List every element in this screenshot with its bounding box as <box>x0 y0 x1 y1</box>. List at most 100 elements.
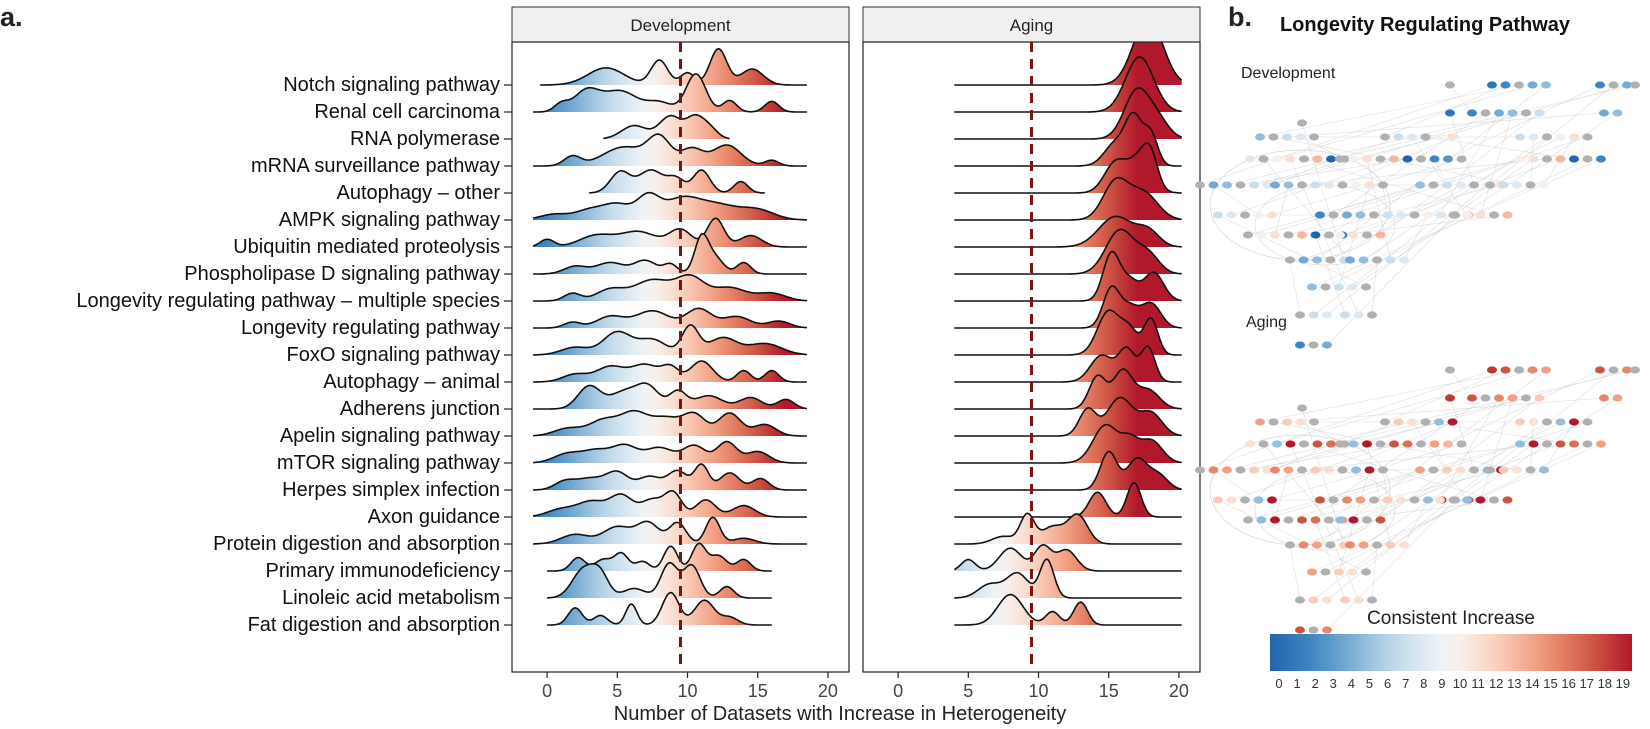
network-node <box>1362 516 1372 524</box>
network-node <box>1528 440 1539 448</box>
network-node <box>1243 231 1253 239</box>
ridge-fill <box>533 134 807 166</box>
ridge-outline <box>954 309 1182 356</box>
network-edge <box>1301 443 1548 471</box>
ridge-aging-autophagy-animal <box>954 345 1182 383</box>
network-node <box>1489 496 1499 504</box>
network-node <box>1428 466 1439 474</box>
ridge-development-phospholipase-d-signaling-pathway <box>533 232 807 275</box>
network-node <box>1240 211 1250 219</box>
ridge-outline <box>954 450 1182 491</box>
network-node <box>1348 440 1359 448</box>
network-node <box>1435 211 1445 219</box>
ridge-aging-herpes-simplex-infection <box>954 450 1182 491</box>
network-node <box>1325 541 1336 549</box>
network-node <box>1312 440 1323 448</box>
network-edge <box>1414 136 1561 216</box>
ridge-outline <box>533 463 807 491</box>
network-node <box>1622 81 1632 89</box>
network-node <box>1361 283 1371 291</box>
network-edge <box>1303 234 1368 261</box>
network-edge <box>1366 443 1391 546</box>
network-node <box>1256 231 1267 239</box>
network-edge <box>1240 443 1408 471</box>
network-node <box>1608 81 1619 89</box>
network-node <box>1514 81 1524 89</box>
network-node <box>1320 568 1331 576</box>
network-node <box>1469 466 1479 474</box>
network-node <box>1402 155 1413 163</box>
network-node <box>1525 181 1536 189</box>
network-edge <box>1366 158 1391 261</box>
network-node <box>1362 440 1372 448</box>
network-node <box>1415 181 1425 189</box>
ridge-outline <box>954 285 1182 329</box>
network-edge-bundle <box>1209 434 1391 546</box>
ridge-development-renal-cell-carcinoma <box>533 73 807 113</box>
network-node <box>1608 366 1619 374</box>
network-node <box>1372 541 1382 549</box>
network-edge <box>1247 443 1521 521</box>
legend-tick-label: 3 <box>1330 676 1337 691</box>
network-node <box>1443 155 1453 163</box>
network-node <box>1245 155 1255 163</box>
ridge-fill <box>954 42 1182 85</box>
ridge-aging-autophagy-other <box>954 142 1182 194</box>
network-node <box>1342 211 1352 219</box>
ridge-outline <box>603 113 730 140</box>
network-node <box>1283 516 1294 524</box>
network-node <box>1226 496 1237 504</box>
network-node <box>1295 341 1305 349</box>
pathway-label: Herpes simplex infection <box>282 479 500 501</box>
ridge-fill <box>954 177 1182 220</box>
network-node <box>1612 109 1623 117</box>
network-edge <box>1303 158 1495 216</box>
network-edge <box>1263 158 1351 261</box>
network-label-aging: Aging <box>1246 314 1287 331</box>
network-edge <box>1261 469 1434 521</box>
x-tick-label: 20 <box>1169 681 1189 701</box>
network-node <box>1253 496 1264 504</box>
network-edge <box>1489 84 1614 186</box>
network-node <box>1310 516 1321 524</box>
ridge-aging-fat-digestion-and-absorption <box>954 593 1182 626</box>
network-node <box>1534 109 1545 117</box>
network-node <box>1455 181 1466 189</box>
ridge-outline <box>954 396 1182 437</box>
ridge-aging-longevity-regulating-pathway <box>954 285 1182 329</box>
network-edge <box>1447 84 1601 160</box>
network-node <box>1369 496 1379 504</box>
network-node <box>1569 418 1579 426</box>
ridge-fill <box>954 482 1182 517</box>
network-edge-bundle <box>1209 149 1391 261</box>
pathway-label: mRNA surveillance pathway <box>251 155 500 177</box>
network-node <box>1521 394 1531 402</box>
ridge-development-axon-guidance <box>532 490 807 518</box>
network-edge <box>1352 397 1618 573</box>
network-edge <box>1434 158 1448 186</box>
network-edge <box>1226 112 1527 186</box>
network-node <box>1334 568 1344 576</box>
network-node <box>1322 596 1332 604</box>
network-edge <box>1328 499 1361 521</box>
network-node <box>1527 366 1538 374</box>
ridge-outline <box>954 345 1182 383</box>
network-node <box>1582 418 1593 426</box>
pathway-label: mTOR signaling pathway <box>277 452 500 474</box>
network-node <box>1340 311 1350 319</box>
network-node <box>1380 418 1390 426</box>
ridge-fill <box>603 114 730 139</box>
network-node <box>1335 231 1345 239</box>
development-network <box>1195 81 1640 349</box>
network-edge <box>1414 421 1561 501</box>
legend-title: Consistent Increase <box>1367 608 1535 629</box>
network-edge <box>1301 407 1345 546</box>
ridge-outline <box>954 228 1182 275</box>
network-edge <box>1326 214 1456 346</box>
network-node <box>1268 418 1279 426</box>
network-node <box>1475 211 1486 219</box>
pathway-label: Fat digestion and absorption <box>248 614 500 636</box>
network-edge <box>1301 469 1502 521</box>
network-node <box>1328 496 1339 504</box>
network-node <box>1485 181 1495 189</box>
